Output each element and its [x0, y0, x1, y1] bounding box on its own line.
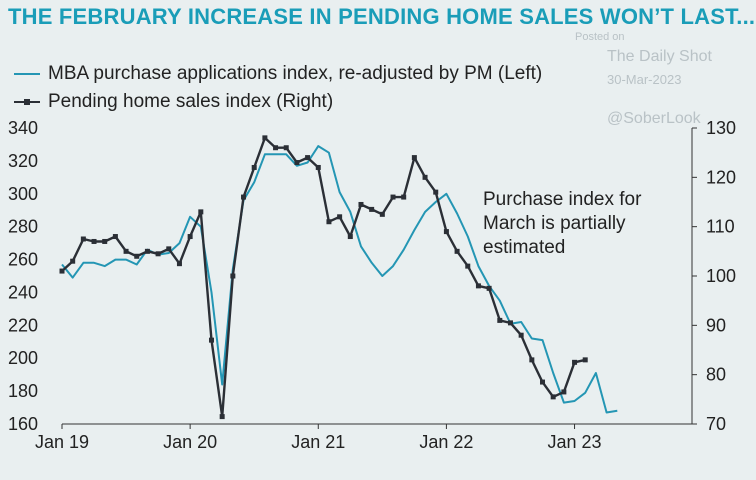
x-tick-label: Jan 19	[35, 432, 89, 452]
x-tick-label: Jan 23	[548, 432, 602, 452]
pending-data-point	[294, 160, 300, 166]
pending-data-point	[251, 164, 257, 170]
series-line-mba	[61, 145, 618, 414]
pending-data-point	[465, 263, 471, 269]
pending-data-point	[486, 285, 492, 291]
pending-data-point	[529, 357, 535, 363]
series-line-pending	[61, 136, 586, 418]
pending-data-point	[230, 273, 236, 279]
pending-data-point	[91, 238, 97, 244]
watermark-posted: Posted on	[575, 31, 625, 43]
y-right-tick-label: 70	[706, 414, 726, 434]
pending-data-point	[155, 251, 161, 257]
y-left-tick-label: 160	[8, 414, 38, 434]
annotation-line-1: Purchase index for	[483, 189, 642, 210]
pending-data-point	[315, 164, 321, 170]
pending-data-point	[390, 194, 396, 200]
pending-data-point	[326, 219, 332, 225]
y-right-tick-label: 80	[706, 365, 726, 385]
pending-data-point	[219, 414, 225, 420]
x-tick-label: Jan 22	[419, 432, 473, 452]
pending-data-point	[134, 253, 140, 259]
pending-data-point	[369, 206, 375, 212]
y-left-tick-label: 260	[8, 250, 38, 270]
pending-data-point	[283, 145, 289, 151]
pending-data-point	[166, 246, 172, 252]
pending-data-point	[187, 234, 193, 240]
chart-annotation: Purchase index for March is partially es…	[483, 188, 641, 260]
annotation-line-3: estimated	[483, 237, 566, 258]
pending-data-point	[59, 268, 65, 274]
y-left-tick-label: 180	[8, 381, 38, 401]
pending-data-point	[518, 332, 524, 338]
y-left-tick-label: 320	[8, 151, 38, 171]
pending-data-point	[358, 201, 364, 207]
pending-data-point	[550, 394, 556, 400]
annotation-line-2: March is partially	[483, 213, 626, 234]
pending-data-point	[454, 248, 460, 254]
pending-data-point	[443, 229, 449, 235]
pending-data-point	[337, 214, 343, 220]
pending-data-point	[144, 248, 150, 254]
y-left-tick-label: 280	[8, 217, 38, 237]
pending-data-point	[497, 317, 503, 323]
y-left-tick-label: 200	[8, 348, 38, 368]
legend-swatch-pending	[14, 96, 40, 108]
legend-item-pending: Pending home sales index (Right)	[14, 88, 542, 116]
legend-label-pending: Pending home sales index (Right)	[48, 91, 334, 112]
pending-data-point	[561, 389, 567, 395]
pending-data-point	[572, 359, 578, 365]
pending-data-point	[422, 174, 428, 180]
pending-data-point	[347, 234, 353, 240]
pending-data-point	[379, 211, 385, 217]
pending-data-point	[198, 209, 204, 215]
pending-data-point	[112, 234, 118, 240]
legend-item-mba: MBA purchase applications index, re-adju…	[14, 60, 542, 88]
x-tick-label: Jan 21	[291, 432, 345, 452]
pending-data-point	[70, 258, 76, 264]
x-tick-label: Jan 20	[163, 432, 217, 452]
pending-data-point	[401, 194, 407, 200]
pending-data-point	[176, 261, 182, 267]
pending-data-point	[305, 155, 311, 161]
pending-data-point	[582, 357, 588, 363]
y-left-tick-label: 220	[8, 315, 38, 335]
legend-swatch-mba	[14, 68, 40, 80]
watermark-source: The Daily Shot	[607, 48, 712, 65]
y-right-tick-label: 100	[706, 266, 736, 286]
y-right-tick-label: 90	[706, 315, 726, 335]
y-left-tick-label: 240	[8, 282, 38, 302]
pending-data-point	[262, 135, 268, 141]
y-right-tick-label: 110	[706, 217, 735, 237]
pending-data-point	[123, 248, 129, 254]
pending-data-point	[273, 145, 279, 151]
y-left-tick-label: 340	[8, 118, 38, 138]
legend-label-mba: MBA purchase applications index, re-adju…	[48, 63, 543, 84]
y-right-tick-label: 130	[706, 118, 736, 138]
legend: MBA purchase applications index, re-adju…	[14, 60, 542, 116]
watermark-handle: @SoberLook	[607, 110, 701, 127]
pending-data-point	[411, 155, 417, 161]
pending-data-point	[475, 283, 481, 289]
watermark-date: 30-Mar-2023	[607, 72, 682, 87]
pending-data-point	[80, 236, 86, 242]
pending-data-point	[433, 189, 439, 195]
pending-data-point	[208, 337, 214, 343]
pending-data-point	[507, 320, 513, 326]
y-left-tick-label: 300	[8, 184, 38, 204]
pending-data-point	[241, 194, 247, 200]
pending-data-point	[540, 379, 546, 385]
pending-data-point	[102, 238, 108, 244]
y-right-tick-label: 120	[706, 167, 736, 187]
chart-title: THE FEBRUARY INCREASE IN PENDING HOME SA…	[8, 4, 756, 29]
